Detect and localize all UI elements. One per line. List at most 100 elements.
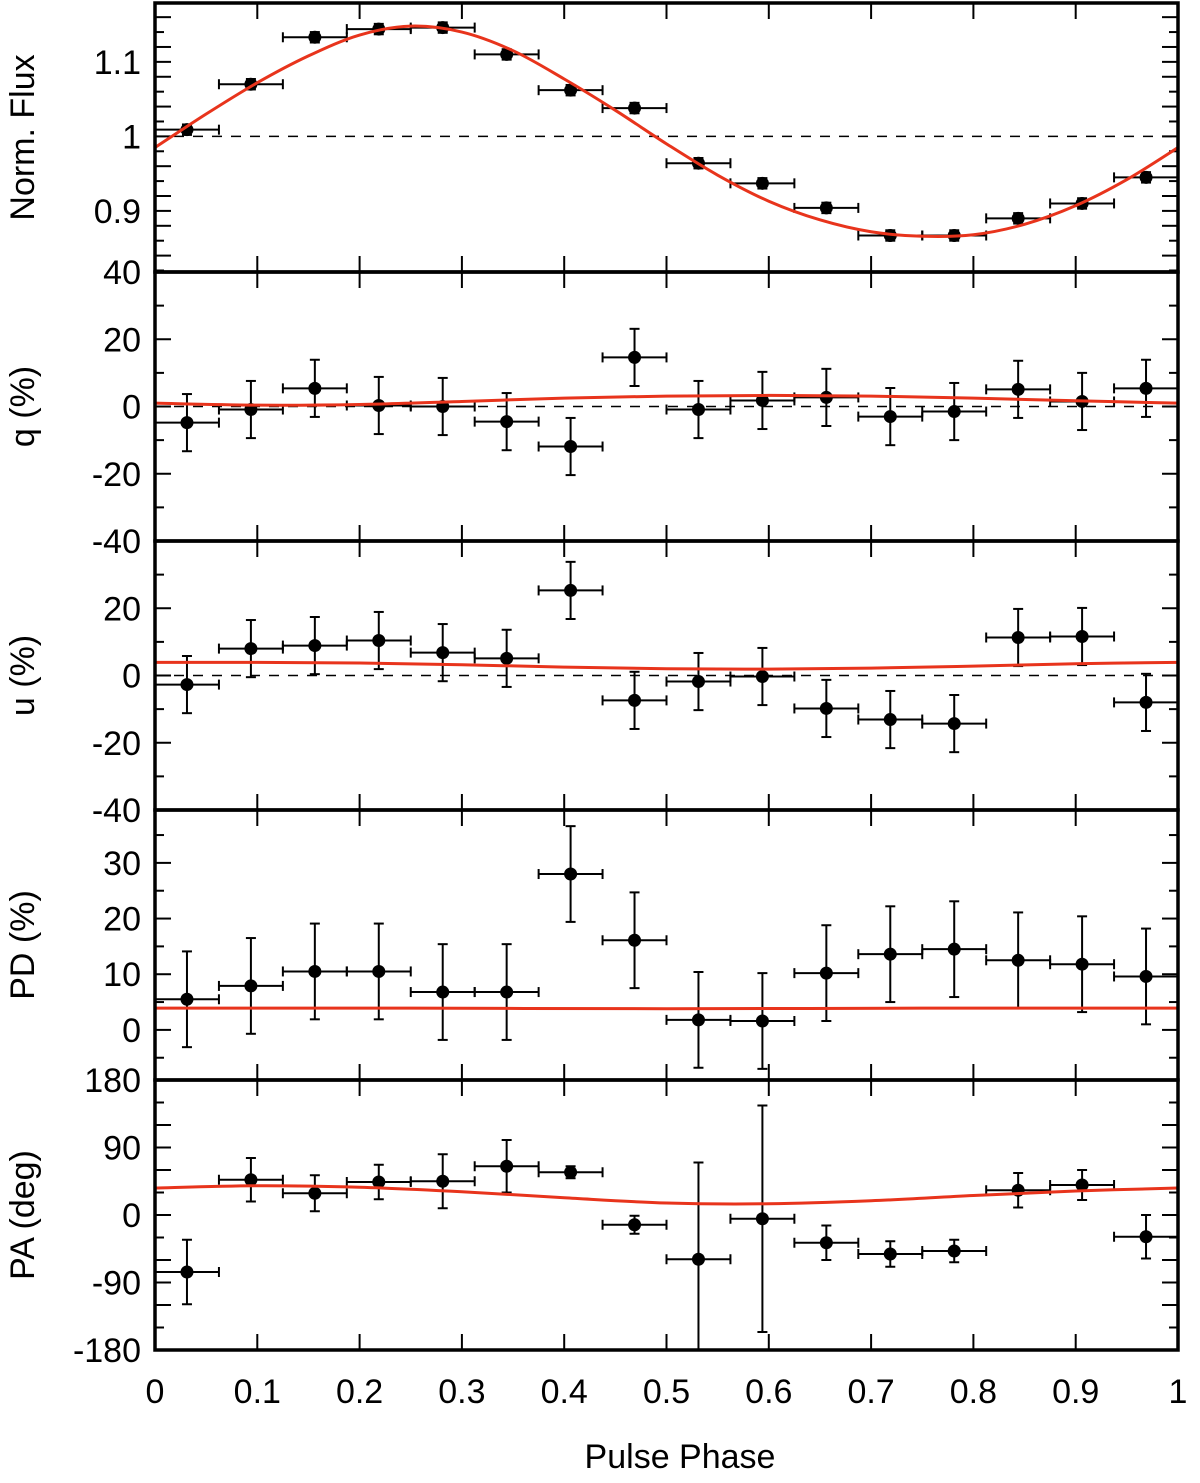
data-point-group <box>281 922 348 1021</box>
data-point <box>947 1244 961 1258</box>
y-tick-label: 0 <box>122 658 141 696</box>
data-point-group <box>729 646 796 707</box>
data-point <box>755 670 769 684</box>
x-tick-label: 0.7 <box>847 1373 894 1411</box>
data-point-group <box>857 689 924 750</box>
data-point <box>564 867 578 881</box>
x-tick-label: 0.3 <box>438 1373 485 1411</box>
data-point-group <box>729 1104 796 1333</box>
data-point <box>180 123 194 137</box>
data-point <box>1075 1178 1089 1192</box>
data-point-group <box>409 1153 476 1210</box>
y-axis-title: PA (deg) <box>4 1150 42 1280</box>
y-tick-label: -20 <box>92 725 141 763</box>
model-curve <box>155 660 1178 671</box>
data-point-group <box>537 1165 604 1180</box>
data-point-group <box>1049 606 1116 667</box>
data-point-group <box>921 900 988 999</box>
x-tick-label: 0.9 <box>1052 1373 1099 1411</box>
data-point-group <box>409 943 476 1041</box>
y-axis-title: u (%) <box>4 635 42 716</box>
data-point <box>691 1013 705 1027</box>
data-point <box>244 1173 258 1187</box>
x-axis-title: Pulse Phase <box>585 1438 776 1476</box>
x-tick-label: 0.8 <box>950 1373 997 1411</box>
data-point <box>819 701 833 715</box>
y-axis-title: q (%) <box>4 366 42 447</box>
x-tick-label: 1 <box>1169 1373 1188 1411</box>
data-point-group <box>409 623 476 683</box>
y-tick-label: 0 <box>122 1197 141 1235</box>
panel-1: 0.9 1 1.1 Norm. Flux <box>4 1 1180 274</box>
data-point <box>691 403 705 417</box>
data-point-group <box>665 971 732 1069</box>
data-point <box>308 1186 322 1200</box>
data-point <box>1075 629 1089 643</box>
data-point <box>883 410 897 424</box>
data-point-group <box>601 327 668 387</box>
panel-5: 180 90 0 -90 -180 PA (deg) <box>4 1062 1180 1370</box>
data-point-group <box>857 1240 924 1268</box>
data-point <box>755 176 769 190</box>
data-point <box>500 985 514 999</box>
y-tick-label: 180 <box>84 1062 141 1100</box>
data-point <box>1139 695 1153 709</box>
data-point-group <box>793 1224 860 1261</box>
data-point-group <box>1113 358 1178 418</box>
data-point <box>1139 170 1153 184</box>
data-point <box>372 634 386 648</box>
data-point-group <box>665 379 732 440</box>
data-point <box>372 964 386 978</box>
data-point <box>180 992 194 1006</box>
data-point-group <box>281 358 348 418</box>
x-tick-label: 0.1 <box>234 1373 281 1411</box>
panel-3: 20 0 -20 -40 u (%) <box>4 539 1180 830</box>
plot-area <box>155 21 1178 242</box>
x-tick-label: 0.2 <box>336 1373 383 1411</box>
data-point-group <box>1113 927 1178 1026</box>
y-tick-label: -180 <box>73 1332 141 1370</box>
plot-area <box>155 1104 1178 1350</box>
panel-4: 30 20 10 0 PD (%) <box>4 808 1180 1082</box>
y-tick-label: 0.9 <box>94 193 141 231</box>
data-point <box>1011 382 1025 396</box>
data-point <box>947 942 961 956</box>
data-point-group <box>665 651 732 712</box>
data-point <box>628 933 642 947</box>
data-point-group <box>921 381 988 442</box>
data-point <box>755 393 769 407</box>
data-point-group <box>1049 1169 1116 1201</box>
data-point <box>244 642 258 656</box>
data-point-group <box>793 678 860 739</box>
data-point <box>180 416 194 430</box>
data-point <box>628 101 642 115</box>
data-point-group <box>473 47 540 61</box>
data-point <box>1011 953 1025 967</box>
data-point-group <box>345 1163 412 1201</box>
x-tick-label: 0.4 <box>541 1373 588 1411</box>
data-point <box>500 1159 514 1173</box>
data-point-group <box>665 1161 732 1350</box>
y-tick-label: 40 <box>103 254 141 292</box>
data-point-group <box>601 1214 668 1235</box>
data-point <box>819 966 833 980</box>
data-point-group <box>409 376 476 437</box>
data-point-group <box>217 1157 284 1203</box>
data-point <box>819 201 833 215</box>
data-point-group <box>217 77 284 91</box>
data-point-group <box>537 560 604 621</box>
data-point <box>819 390 833 404</box>
y-tick-label: 90 <box>103 1130 141 1168</box>
data-point <box>180 678 194 692</box>
model-curve <box>155 24 1178 239</box>
data-point <box>308 381 322 395</box>
data-point-group <box>1113 672 1178 732</box>
model-curve <box>155 1184 1178 1206</box>
y-tick-label: 1 <box>122 118 141 156</box>
data-point-group <box>473 628 540 688</box>
data-point <box>308 639 322 653</box>
data-point <box>1139 969 1153 983</box>
data-point <box>436 985 450 999</box>
data-point <box>308 30 322 44</box>
data-point-group <box>155 950 220 1049</box>
